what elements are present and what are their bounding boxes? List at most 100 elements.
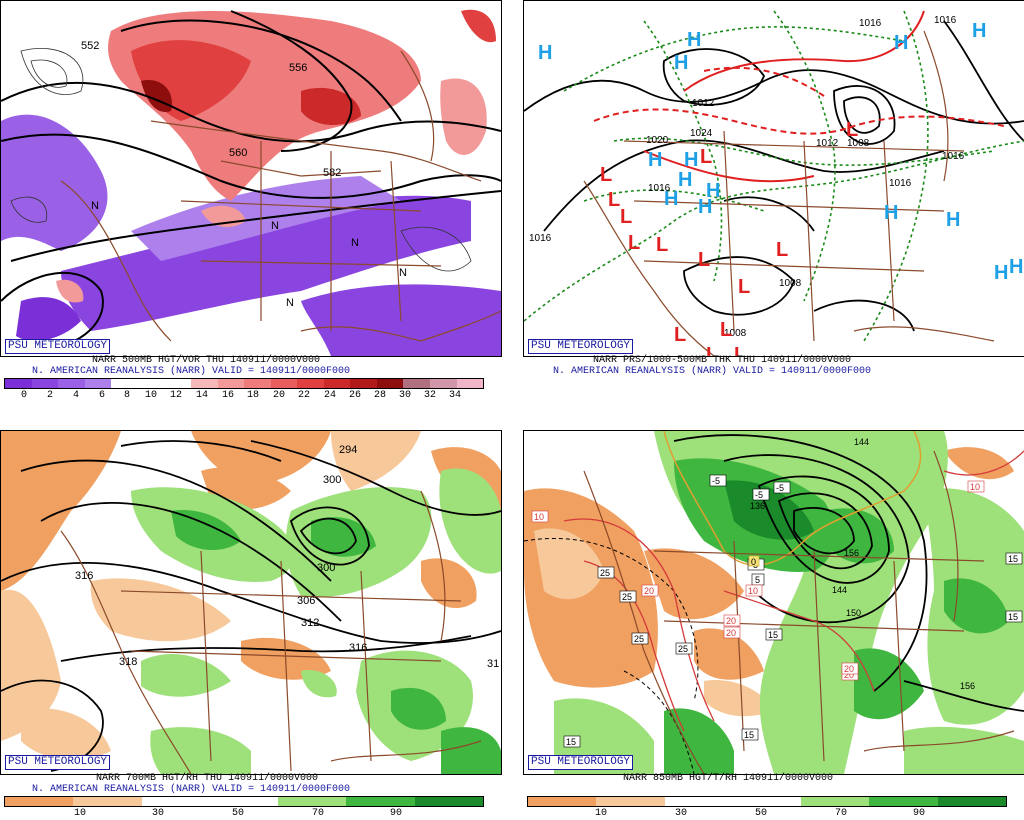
height-label: 318 <box>119 656 137 668</box>
tick-label: 34 <box>448 390 462 401</box>
low-pressure-marker: L <box>698 249 710 271</box>
tick-label: 8 <box>123 390 131 401</box>
high-pressure-marker: H <box>1009 256 1023 278</box>
low-pressure-marker: L <box>700 146 712 168</box>
high-pressure-marker: H <box>678 169 692 191</box>
temp-label: 15 <box>744 730 754 740</box>
height-label: 312 <box>301 617 319 629</box>
colorbar <box>4 378 484 389</box>
low-pressure-marker: L <box>776 239 788 261</box>
vorticity-map: 552 556 560 582 N N N N N <box>0 1 502 356</box>
height-label: 156 <box>960 681 975 691</box>
isobar-label: 1008 <box>724 328 747 339</box>
low-pressure-marker: L <box>600 164 612 186</box>
vort-min-marker: N <box>399 267 407 279</box>
high-pressure-marker: H <box>664 188 678 210</box>
height-label: 316 <box>349 642 367 654</box>
isobar-label: 1008 <box>847 138 870 149</box>
temp-label: 20 <box>844 670 854 680</box>
tick-label: 32 <box>423 390 437 401</box>
isobar-label: 1016 <box>942 151 965 162</box>
contour-label: 582 <box>323 167 341 179</box>
high-pressure-marker: H <box>687 29 701 51</box>
isobar-label: 1012 <box>692 98 715 109</box>
high-pressure-marker: H <box>994 262 1008 284</box>
high-pressure-marker: H <box>674 52 688 74</box>
isobar-label: 1012 <box>816 138 839 149</box>
contour-label: 552 <box>81 40 99 52</box>
panel-pressure-thickness: 1016 1016 1016 1016 1012 1012 1016 1008 … <box>523 0 1024 400</box>
high-pressure-marker: H <box>648 149 662 171</box>
colorbar-ticks: 0 2 4 6 8 10 12 14 16 18 20 22 24 26 28 … <box>0 390 500 402</box>
height-label: 31 <box>487 658 499 670</box>
height-label: 294 <box>339 444 357 456</box>
height-label: 306 <box>297 595 315 607</box>
temp-label: 20 <box>844 664 854 674</box>
colorbar <box>527 796 1007 807</box>
tick-label: 4 <box>72 390 80 401</box>
high-pressure-marker: H <box>946 209 960 231</box>
temp-label: -5 <box>776 483 784 493</box>
psu-badge: PSU METEOROLOGY <box>528 755 634 770</box>
tick-label: 26 <box>348 390 362 401</box>
vort-min-marker: N <box>351 237 359 249</box>
tick-label: 14 <box>195 390 209 401</box>
height-label: 300 <box>323 474 341 486</box>
height-label: 316 <box>75 570 93 582</box>
tick-label: 16 <box>221 390 235 401</box>
colorbar-ticks: 10 30 50 70 90 <box>523 808 1023 820</box>
tick-label: 90 <box>912 808 926 819</box>
height-label: 136 <box>750 501 765 511</box>
temp-label: 10 <box>970 482 980 492</box>
low-pressure-marker: L <box>628 232 640 254</box>
panel-500mb-vorticity: 552 556 560 582 N N N N N PSU METEOROLOG… <box>0 0 502 402</box>
caption-line-1: NARR 700MB HGT/RH THU 140911/0000V000 <box>96 773 319 784</box>
vort-min-marker: N <box>286 297 294 309</box>
low-pressure-marker: L <box>620 206 632 228</box>
caption-line-1: NARR PRS/1000-500MB THK THU 140911/0000V… <box>593 355 852 366</box>
tick-label: 22 <box>297 390 311 401</box>
temp-label: 10 <box>534 512 544 522</box>
tick-label: 30 <box>674 808 688 819</box>
psu-badge: PSU METEOROLOGY <box>528 339 634 354</box>
map-frame: 294 300 300 306 312 316 318 316 31 PSU M… <box>0 430 502 775</box>
tick-label: 18 <box>246 390 260 401</box>
isobar-label: 1016 <box>529 233 552 244</box>
temp-label: 15 <box>1008 554 1018 564</box>
low-pressure-marker: L <box>846 119 858 141</box>
high-pressure-marker: H <box>538 42 552 64</box>
tick-label: 30 <box>151 808 165 819</box>
tick-label: 90 <box>389 808 403 819</box>
height-label: 156 <box>844 548 859 558</box>
tick-label: 30 <box>398 390 412 401</box>
tick-label: 12 <box>169 390 183 401</box>
panel-700mb-rh: 294 300 300 306 312 316 318 316 31 PSU M… <box>0 418 502 820</box>
low-pressure-marker: L <box>674 324 686 346</box>
height-label: 144 <box>832 585 847 595</box>
high-pressure-marker: H <box>706 180 720 202</box>
tick-label: 0 <box>20 390 28 401</box>
map-frame: 1016 1016 1016 1016 1012 1012 1016 1008 … <box>523 0 1024 366</box>
pressure-map: 1016 1016 1016 1016 1012 1012 1016 1008 … <box>523 1 1024 366</box>
tick-label: 70 <box>311 808 325 819</box>
caption-line-1: NARR 850MB HGT/T/RH 140911/0000V000 <box>623 773 834 784</box>
tick-label: 50 <box>231 808 245 819</box>
high-pressure-marker: H <box>884 202 898 224</box>
temp-label: 5 <box>755 575 760 585</box>
height-label: 150 <box>846 608 861 618</box>
temp-label: 25 <box>622 592 632 602</box>
caption-line-2: N. AMERICAN REANALYSIS (NARR) VALID = 14… <box>32 784 351 795</box>
colorbar-ticks: 10 30 50 70 90 <box>0 808 500 820</box>
low-pressure-marker: L <box>720 319 732 341</box>
rh700-map: 294 300 300 306 312 316 318 316 31 <box>0 431 502 775</box>
contour-label: 560 <box>229 147 247 159</box>
tick-label: 6 <box>98 390 106 401</box>
temp-label: 15 <box>768 630 778 640</box>
temp-label: 25 <box>678 644 688 654</box>
temp-label: 20 <box>726 628 736 638</box>
isobar-label: 1024 <box>690 128 713 139</box>
temp-label: 25 <box>600 568 610 578</box>
tick-label: 70 <box>834 808 848 819</box>
temp-label: 20 <box>726 616 736 626</box>
high-pressure-marker: H <box>972 20 986 42</box>
